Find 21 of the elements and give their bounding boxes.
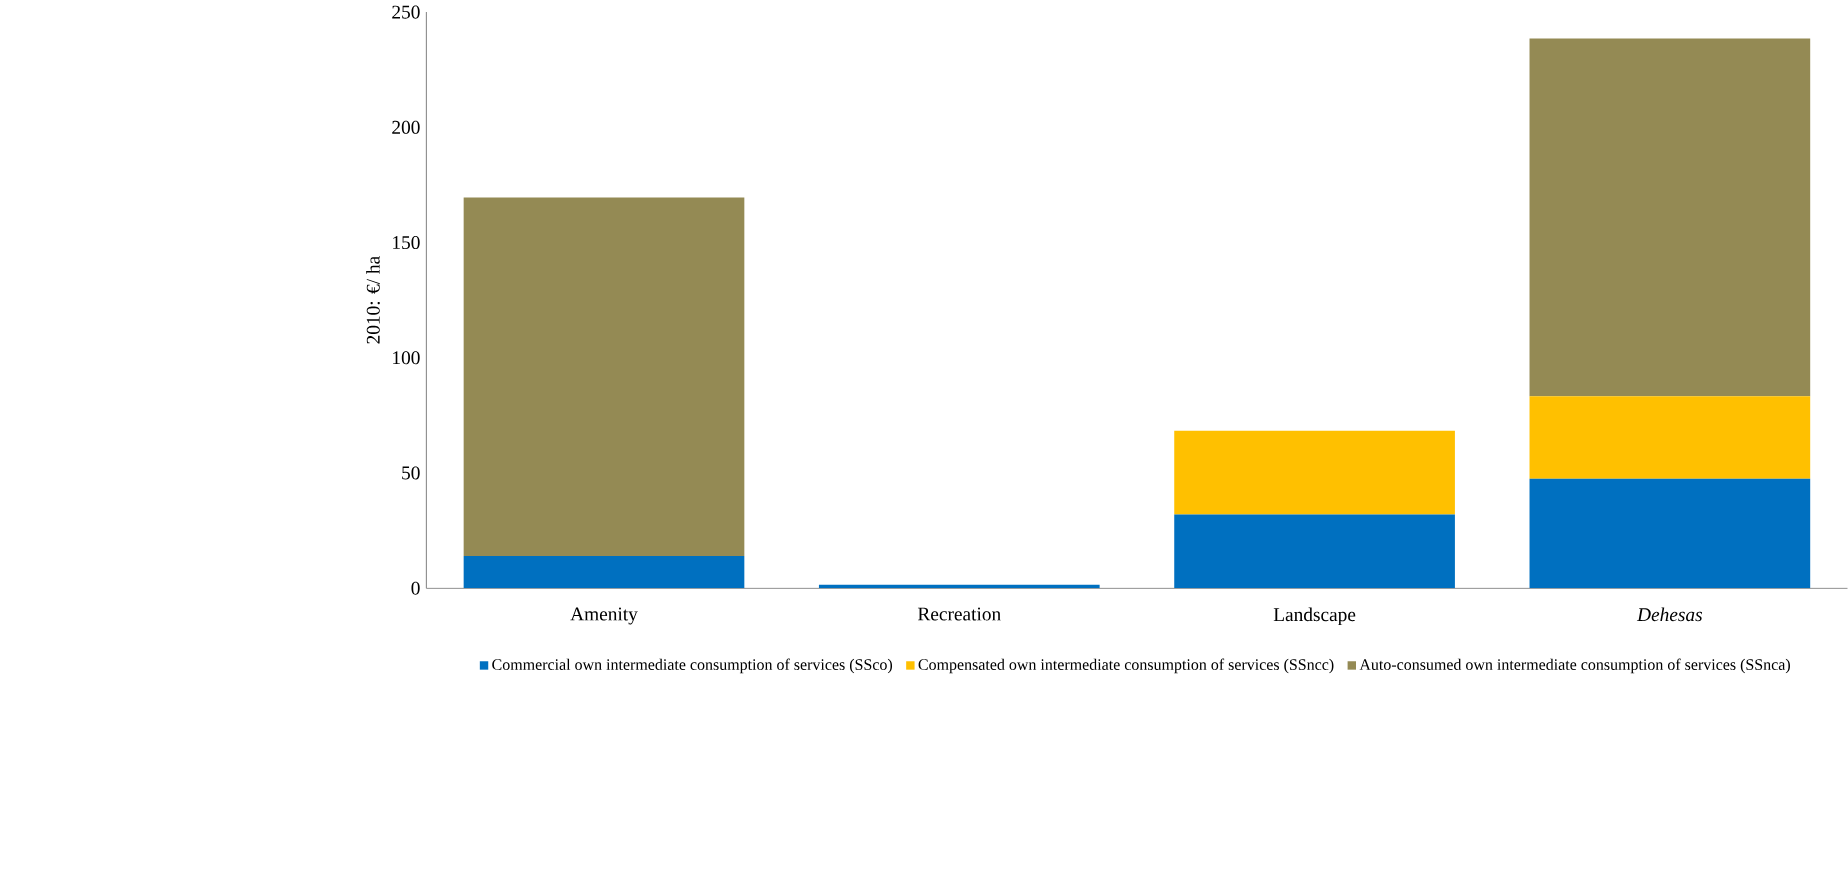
y-tick-label: 50	[402, 466, 420, 480]
bar	[1529, 478, 1811, 589]
y-axis-title: 2010: €/ ha	[366, 256, 380, 344]
y-tick-label: 200	[392, 120, 420, 134]
bar	[1529, 396, 1811, 479]
x-tick-label: Dehesas	[1636, 607, 1703, 622]
x-tick-label: Amenity	[570, 607, 638, 625]
bar	[463, 197, 745, 556]
legend-label: Auto-consumed own intermediate consumption of services (SSnca)	[1359, 658, 1790, 674]
y-tick-label: 0	[411, 581, 420, 595]
x-tick-label: Recreation	[917, 607, 1001, 621]
bar	[1529, 38, 1811, 397]
bar	[1174, 430, 1455, 515]
x-tick-label: Landscape	[1273, 607, 1356, 626]
y-tick-label: 150	[393, 235, 420, 250]
legend-label: Commercial own intermediate consumption of services (SSco)	[492, 658, 893, 674]
y-tick-label: 250	[392, 5, 420, 19]
legend-label: Compensated own intermediate consumption of services (SSncc)	[918, 658, 1334, 674]
bar	[1174, 514, 1455, 589]
bar	[463, 555, 745, 589]
y-tick-label: 100	[393, 351, 420, 365]
